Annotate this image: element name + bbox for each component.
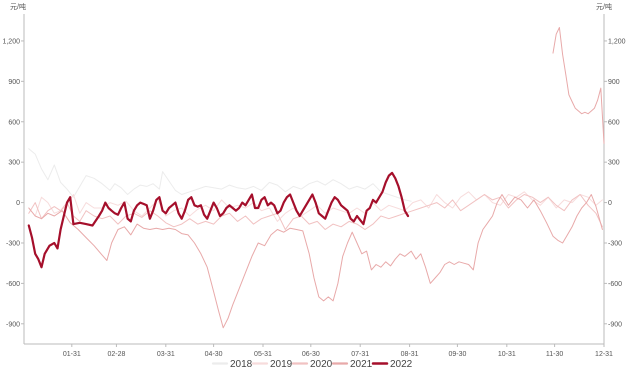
x-tick-label: 08-31 bbox=[401, 351, 419, 358]
y-tick-label-left: -600 bbox=[6, 281, 20, 288]
legend-label-2019: 2019 bbox=[270, 359, 293, 370]
x-tick-label: 12-31 bbox=[595, 351, 613, 358]
y-tick-label-right: 300 bbox=[608, 160, 620, 167]
series-line-2019 bbox=[28, 191, 603, 222]
x-tick-label: 01-31 bbox=[63, 351, 81, 358]
y-tick-label-right: 600 bbox=[608, 119, 620, 126]
x-tick-label: 02-28 bbox=[107, 351, 125, 358]
series-line-2022 bbox=[27, 171, 410, 269]
y-tick-label-right: 900 bbox=[608, 79, 620, 86]
y-tick-label-left: -300 bbox=[6, 240, 20, 247]
y-tick-label-right: 1,200 bbox=[608, 38, 626, 45]
y-tick-label-left: -900 bbox=[6, 321, 20, 328]
x-tick-label: 03-31 bbox=[157, 351, 175, 358]
x-tick-label: 10-31 bbox=[498, 351, 516, 358]
series-line-2021 bbox=[28, 194, 603, 329]
y-axis-ticks: -900 -900 -600 -600 -300 -300 0 0 300 300 600 600 90… bbox=[2, 38, 625, 328]
x-tick-label: 04-30 bbox=[205, 351, 223, 358]
y-tick-label-left: 0 bbox=[16, 200, 20, 207]
y-tick-label-right: -900 bbox=[608, 321, 622, 328]
legend-label-2021: 2021 bbox=[350, 359, 373, 370]
x-tick-label: 09-30 bbox=[448, 351, 466, 358]
y-tick-label-left: 600 bbox=[8, 119, 20, 126]
series-line-2021b bbox=[552, 27, 605, 144]
x-tick-label: 05-31 bbox=[254, 351, 272, 358]
legend-label-2018: 2018 bbox=[230, 359, 253, 370]
x-axis-ticks: 01-31 02-28 03-31 04-30 05-31 06-30 07-31 08-31… bbox=[63, 344, 613, 358]
y-tick-label-left: 900 bbox=[8, 79, 20, 86]
right-unit-label: 元/吨 bbox=[596, 2, 612, 11]
y-tick-label-right: -600 bbox=[608, 281, 622, 288]
x-tick-label: 11-30 bbox=[546, 351, 563, 358]
y-tick-label-right: -300 bbox=[608, 240, 622, 247]
series-line-2020 bbox=[28, 194, 603, 230]
left-unit-label: 元/吨 bbox=[10, 2, 26, 11]
legend-label-2020: 2020 bbox=[310, 359, 333, 370]
y-tick-label-right: 0 bbox=[608, 200, 612, 207]
y-tick-label-left: 1,200 bbox=[2, 38, 20, 45]
y-tick-label-left: 300 bbox=[8, 160, 20, 167]
series-line-2018 bbox=[28, 148, 412, 202]
legend: 2018 2019 2020 2021 2022 bbox=[211, 359, 413, 370]
legend-label-2022: 2022 bbox=[390, 359, 413, 370]
x-tick-label: 06-30 bbox=[302, 351, 320, 358]
series-layer bbox=[27, 27, 605, 329]
x-tick-label: 07-31 bbox=[351, 351, 369, 358]
